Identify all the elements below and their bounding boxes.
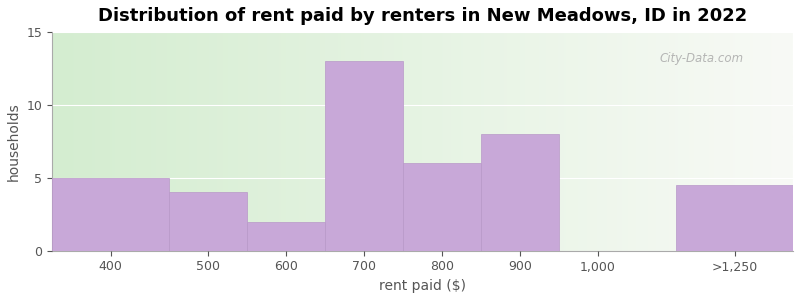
Bar: [52, 178, 169, 251]
Bar: [247, 222, 325, 251]
Y-axis label: households: households: [7, 102, 21, 181]
Bar: [481, 134, 559, 251]
Bar: [676, 185, 793, 251]
Bar: [403, 163, 481, 251]
Bar: [169, 193, 247, 251]
Text: City-Data.com: City-Data.com: [660, 52, 744, 65]
X-axis label: rent paid ($): rent paid ($): [379, 279, 466, 293]
Bar: [325, 61, 403, 251]
Title: Distribution of rent paid by renters in New Meadows, ID in 2022: Distribution of rent paid by renters in …: [98, 7, 747, 25]
